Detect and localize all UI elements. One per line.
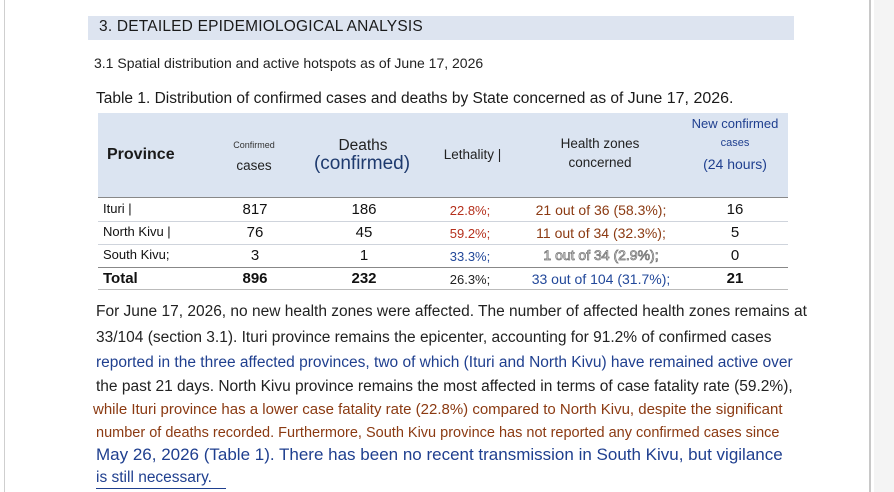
total-divider [98, 267, 788, 268]
header-lethality: Lethality | [443, 147, 502, 162]
row-divider [98, 221, 788, 222]
province-cell: North Kivu | [103, 224, 171, 239]
row-divider [98, 244, 788, 245]
table-caption: Table 1. Distribution of confirmed cases… [96, 90, 733, 108]
deaths-cell: 1 [359, 247, 369, 264]
cases-cell: 76 [246, 224, 264, 241]
cases-cell: 3 [250, 247, 260, 264]
header-health-zones-bottom: concerned [568, 155, 632, 170]
total-label: Total [103, 270, 138, 287]
health-zones-cell: 1 out of 34 (2.9%); [543, 247, 659, 264]
total-deaths-cell: 232 [351, 270, 377, 287]
lethality-cell: 22.8%; [449, 203, 491, 218]
subsection-title: 3.1 Spatial distribution and active hots… [94, 55, 484, 71]
deaths-cell: 186 [351, 201, 377, 218]
paragraph-line: the past 21 days. North Kivu province re… [96, 378, 793, 395]
paragraph-line: while Ituri province has a lower case fa… [93, 401, 783, 418]
table-caption-main: Table 1. Distribution of confirmed cases… [96, 90, 628, 107]
paragraph-underline [96, 488, 226, 489]
health-zones-cell: 11 out of 34 (32.3%); [536, 225, 666, 241]
lethality-cell: 33.3%; [449, 249, 491, 264]
paragraph-line: number of deaths recorded. Furthermore, … [96, 425, 780, 441]
page-left-border [4, 0, 5, 492]
new-cases-cell: 5 [730, 224, 740, 241]
table-bottom-rule [98, 289, 788, 290]
total-health-zones-cell: 33 out of 104 (31.7%); [531, 271, 671, 287]
paragraph-line: May 26, 2026 (Table 1). There has been n… [96, 445, 783, 464]
header-new-cases-line2: cases [720, 137, 750, 149]
header-new-cases-line1: New confirmed [691, 116, 779, 131]
header-confirmed-top: Confirmed [233, 140, 275, 150]
section-title-band [88, 16, 794, 40]
header-province: Province [107, 146, 175, 163]
total-lethality-cell: 26.3%; [449, 272, 491, 287]
section-title: 3. DETAILED EPIDEMIOLOGICAL ANALYSIS [99, 18, 423, 35]
total-cases-cell: 896 [242, 270, 268, 287]
deaths-cell: 45 [355, 224, 373, 241]
table-caption-date: June 17, 2026. [627, 90, 734, 107]
total-new-cases-cell: 21 [726, 270, 744, 287]
table-header-band [98, 113, 788, 197]
new-cases-cell: 0 [730, 247, 740, 264]
province-cell: South Kivu; [103, 247, 170, 262]
health-zones-cell: 21 out of 36 (58.3%); [535, 202, 667, 218]
header-new-cases-line3: (24 hours) [703, 156, 767, 172]
header-deaths-bottom: (confirmed) [313, 153, 411, 174]
header-divider [98, 197, 788, 198]
province-cell: Ituri | [103, 201, 132, 216]
lethality-cell: 59.2%; [449, 226, 491, 241]
header-deaths-top: Deaths [338, 137, 388, 154]
page-right-border [869, 0, 871, 492]
paragraph-line: is still necessary. [96, 469, 212, 486]
new-cases-cell: 16 [726, 201, 744, 218]
cases-cell: 817 [242, 201, 268, 218]
page-edge-margin [874, 0, 894, 492]
header-confirmed-bottom: cases [236, 158, 272, 173]
paragraph-line: For June 17, 2026, no new health zones w… [96, 303, 807, 320]
paragraph-line: reported in the three affected provinces… [96, 354, 793, 371]
paragraph-line: 33/104 (section 3.1). Ituri province rem… [96, 329, 772, 346]
header-health-zones-top: Health zones [560, 136, 640, 151]
